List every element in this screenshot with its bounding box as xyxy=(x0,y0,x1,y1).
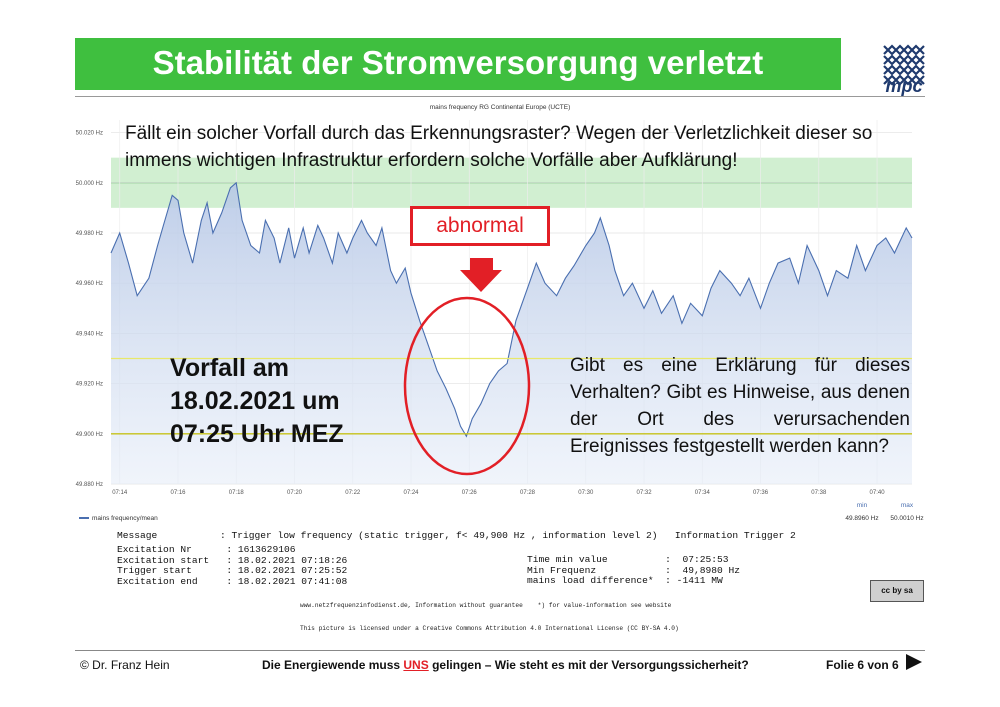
min-value: 49.8960 Hz xyxy=(845,515,878,522)
x-tick-label: 07:26 xyxy=(462,490,478,496)
message-label: Message xyxy=(117,530,158,541)
footer-title-part-2: gelingen – Wie steht es mit der Versorgu… xyxy=(428,658,749,672)
footnote-line-1: www.netzfrequenzinfodienst.de, Informati… xyxy=(300,602,672,609)
info-right-row: Min Frequenz : 49,8980 Hz xyxy=(527,564,741,576)
abnormal-highlight-ellipse xyxy=(403,296,531,476)
info-left-row: Trigger start : 18.02.2021 07:25:52 xyxy=(117,565,348,576)
slide-title: Stabilität der Stromversorgung verletzt xyxy=(152,44,764,81)
footer-divider xyxy=(75,650,925,651)
question-top: Fällt ein solcher Vorfall durch das Erke… xyxy=(125,123,873,171)
x-tick-label: 07:30 xyxy=(578,490,594,496)
x-tick-label: 07:36 xyxy=(753,490,769,496)
y-tick-label: 49.960 Hz xyxy=(76,281,103,287)
max-label: max xyxy=(901,502,914,509)
down-arrow-icon xyxy=(460,258,502,292)
x-tick-label: 07:18 xyxy=(229,490,245,496)
mpc-logo-icon xyxy=(883,44,925,86)
incident-line-3: 07:25 Uhr MEZ xyxy=(170,420,344,448)
info-right-row: mains load difference* : -1411 MW xyxy=(527,575,723,586)
x-tick-label: 07:20 xyxy=(287,490,303,496)
info-left-row: Excitation end : 18.02.2021 07:41:08 xyxy=(117,575,348,587)
y-tick-label: 50.000 Hz xyxy=(76,181,103,187)
x-tick-label: 07:24 xyxy=(404,490,420,496)
next-slide-arrow-icon[interactable] xyxy=(906,654,922,670)
incident-line-2: 18.02.2021 um xyxy=(170,387,340,415)
info-right-block: Time min value : 07:25:53 Min Frequenz : … xyxy=(527,554,741,587)
title-divider xyxy=(75,96,925,97)
footer-title-part-1: Die Energiewende muss xyxy=(262,658,404,672)
page-number: Folie 6 von 6 xyxy=(826,658,899,672)
chart-title: mains frequency RG Continental Europe (U… xyxy=(430,104,571,111)
incident-label: Vorfall am 18.02.2021 um 07:25 Uhr MEZ xyxy=(170,352,344,451)
y-tick-label: 49.980 Hz xyxy=(76,231,103,237)
x-tick-label: 07:16 xyxy=(170,490,186,496)
info-left-row: Excitation start : 18.02.2021 07:18:26 xyxy=(117,554,348,566)
info-left-block: Excitation Nr : 1613629106 Excitation sta… xyxy=(117,544,348,587)
message-value: : Trigger low frequency (static trigger,… xyxy=(220,530,796,541)
y-tick-label: 49.940 Hz xyxy=(76,331,103,337)
x-tick-label: 07:34 xyxy=(695,490,711,496)
abnormal-label: abnormal xyxy=(410,206,550,246)
info-left-row: Excitation Nr : 1613629106 xyxy=(117,544,296,555)
x-tick-label: 07:38 xyxy=(811,490,827,496)
info-right-row: Time min value : 07:25:53 xyxy=(527,554,729,565)
footer-title: Die Energiewende muss UNS gelingen – Wie… xyxy=(262,658,749,672)
max-value: 50.0010 Hz xyxy=(890,515,923,522)
cc-license-text: cc by sa xyxy=(881,586,913,595)
y-tick-label: 49.900 Hz xyxy=(76,432,103,438)
x-tick-label: 07:40 xyxy=(870,490,886,496)
footer-title-uns: UNS xyxy=(403,658,429,672)
footnote: www.netzfrequenzinfodienst.de, Informati… xyxy=(300,587,679,640)
y-tick-label: 50.020 Hz xyxy=(76,131,103,137)
series-area xyxy=(111,182,912,485)
question-right: Gibt es eine Erklärung für dieses Verhal… xyxy=(570,355,910,457)
x-tick-label: 07:14 xyxy=(112,490,128,496)
footnote-line-2: This picture is licensed under a Creativ… xyxy=(300,624,679,632)
footer-author: © Dr. Franz Hein xyxy=(80,658,170,672)
y-tick-label: 49.880 Hz xyxy=(76,482,103,488)
cc-license-badge[interactable]: cc by sa xyxy=(870,580,924,602)
frequency-chart: mains frequency RG Continental Europe (U… xyxy=(76,104,924,522)
min-label: min xyxy=(857,502,868,509)
title-bar: Stabilität der Stromversorgung verletzt xyxy=(75,38,841,90)
x-tick-label: 07:28 xyxy=(520,490,536,496)
y-tick-label: 49.920 Hz xyxy=(76,382,103,388)
series-line xyxy=(110,181,913,438)
x-tick-label: 07:22 xyxy=(345,490,361,496)
logo-text: mpc xyxy=(885,76,923,96)
incident-line-1: Vorfall am xyxy=(170,354,290,382)
legend-entry: mains frequency/mean xyxy=(92,515,158,522)
x-tick-label: 07:32 xyxy=(637,490,653,496)
